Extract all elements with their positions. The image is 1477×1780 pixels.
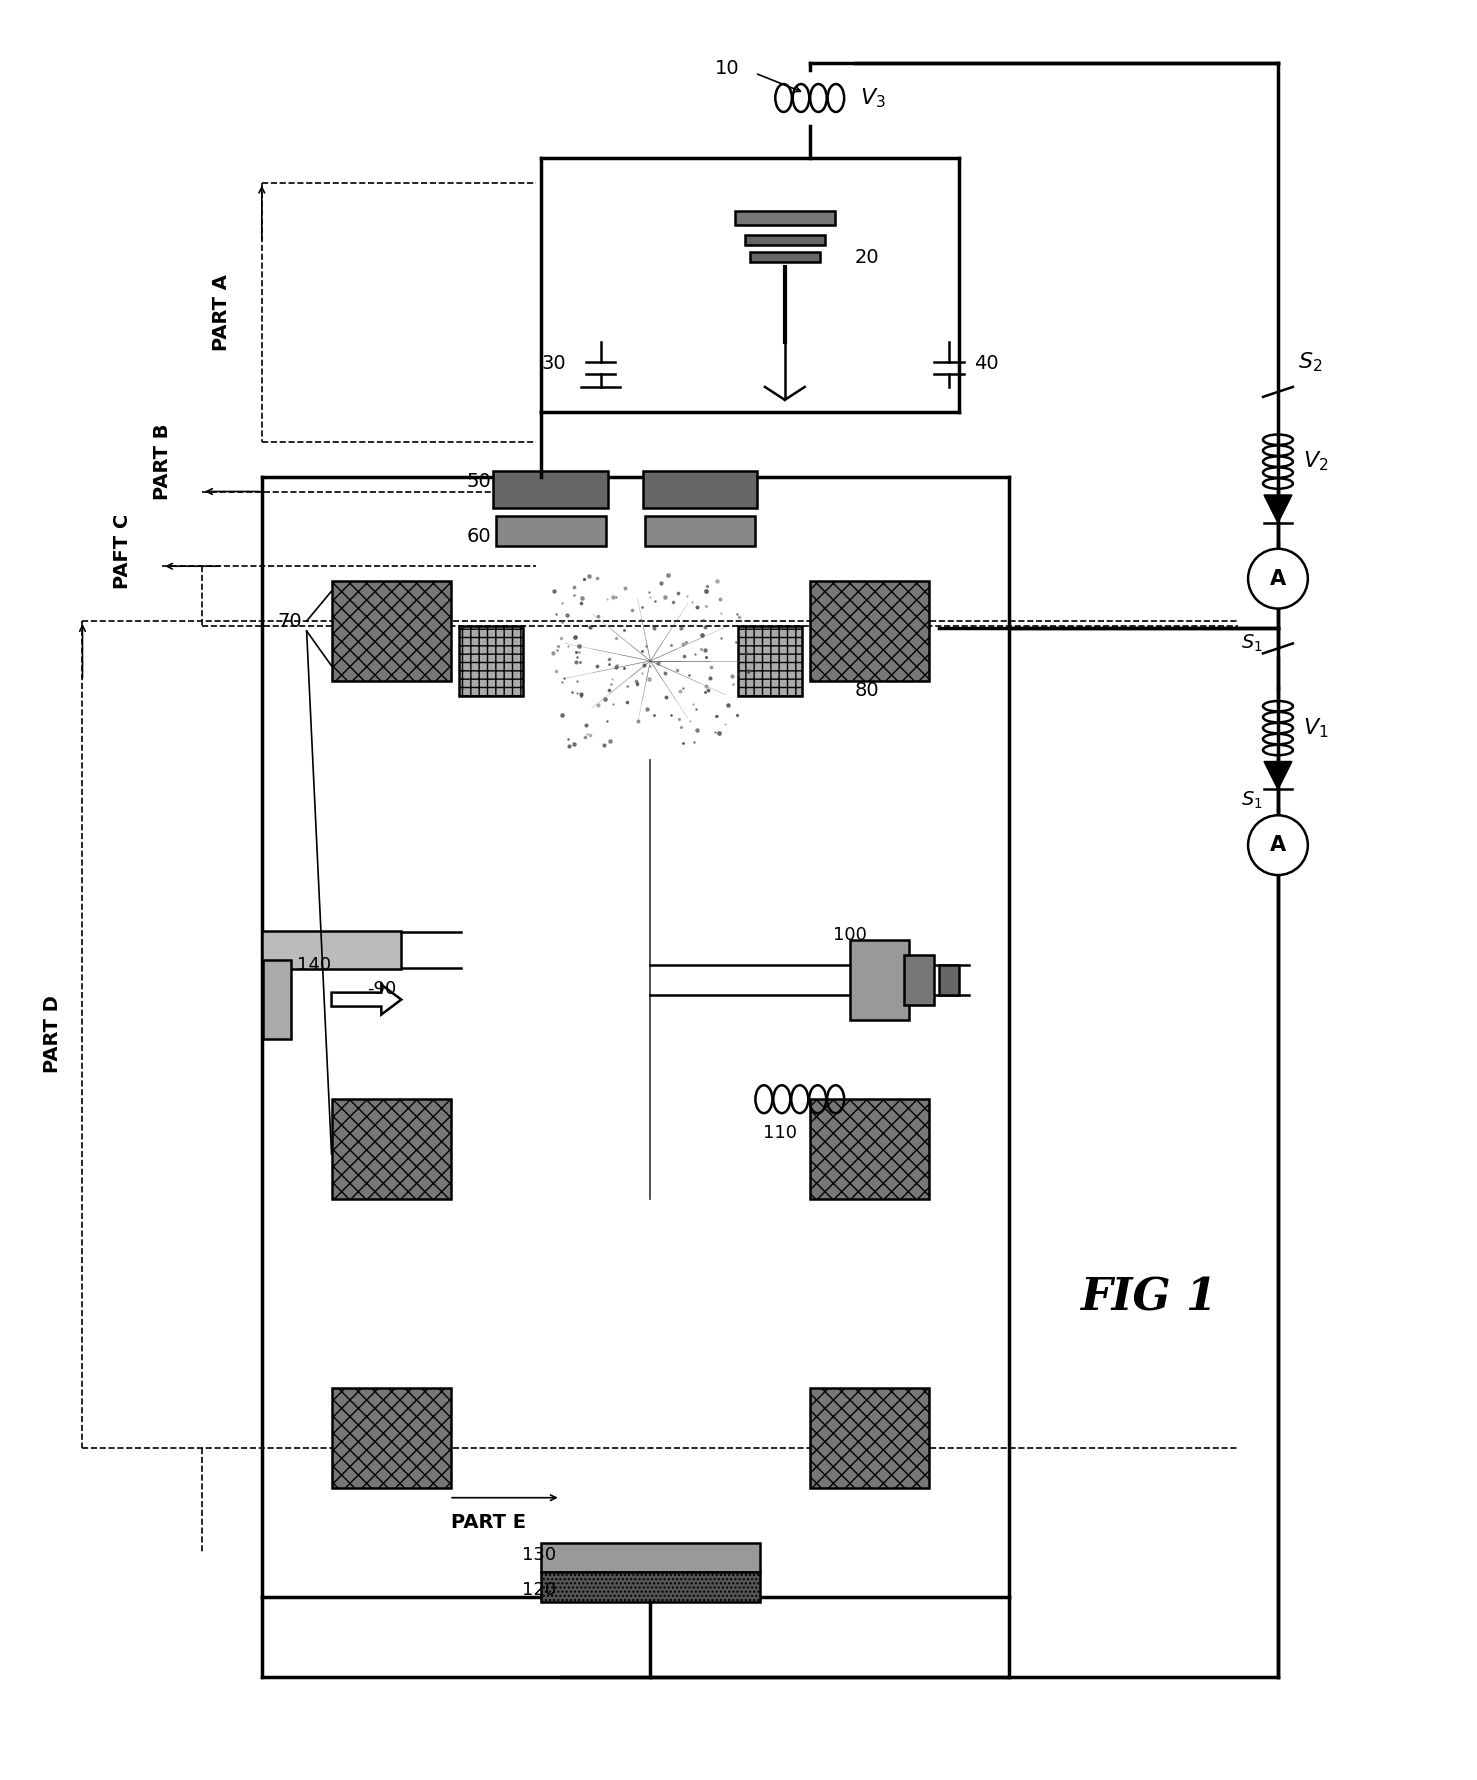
Text: 70: 70 — [278, 612, 301, 630]
Bar — [809, 1100, 929, 1200]
Bar — [849, 940, 910, 1020]
Text: 40: 40 — [975, 354, 998, 374]
Text: 60: 60 — [467, 527, 490, 546]
Bar — [263, 959, 291, 1040]
Bar — [331, 1388, 450, 1488]
Text: $S_2$: $S_2$ — [1298, 351, 1322, 374]
Bar — [331, 1100, 450, 1200]
Text: 10: 10 — [715, 59, 740, 78]
Bar — [809, 580, 929, 680]
Text: PART D: PART D — [43, 995, 62, 1073]
Circle shape — [1248, 815, 1307, 876]
Text: A: A — [1270, 568, 1286, 589]
Text: 100: 100 — [833, 926, 867, 943]
Bar — [541, 1543, 761, 1572]
Text: FIG 1: FIG 1 — [1080, 1276, 1217, 1321]
Bar — [645, 516, 755, 546]
Text: 130: 130 — [521, 1547, 555, 1565]
Text: PART A: PART A — [213, 274, 232, 351]
Bar — [496, 516, 606, 546]
Bar — [809, 1388, 929, 1488]
Text: PART E: PART E — [450, 1513, 526, 1531]
Text: 140: 140 — [297, 956, 331, 974]
Text: 20: 20 — [855, 247, 879, 267]
Bar — [904, 954, 935, 1004]
Text: 50: 50 — [467, 472, 490, 491]
Bar — [744, 235, 824, 246]
Bar — [331, 580, 450, 680]
Bar — [261, 931, 402, 968]
Text: 110: 110 — [762, 1125, 798, 1143]
Text: $S_1$: $S_1$ — [1241, 790, 1263, 812]
Polygon shape — [1264, 762, 1292, 789]
Bar — [493, 470, 609, 509]
Bar — [939, 965, 959, 995]
Bar — [736, 210, 835, 224]
Bar — [750, 253, 820, 262]
Text: PART B: PART B — [152, 424, 171, 500]
Text: 30: 30 — [541, 354, 566, 374]
Text: $S_1$: $S_1$ — [1241, 632, 1263, 653]
Bar — [642, 470, 758, 509]
Text: PAFT C: PAFT C — [112, 514, 131, 589]
Circle shape — [1248, 548, 1307, 609]
Text: $V_1$: $V_1$ — [1303, 716, 1328, 740]
Text: -90: -90 — [366, 979, 396, 997]
Text: $V_2$: $V_2$ — [1303, 450, 1328, 473]
Bar — [541, 1572, 761, 1602]
Text: A: A — [1270, 835, 1286, 854]
Polygon shape — [1264, 495, 1292, 523]
Bar — [737, 627, 802, 696]
Bar — [458, 627, 523, 696]
Text: 120: 120 — [521, 1581, 555, 1600]
Text: $V_3$: $V_3$ — [860, 85, 885, 110]
Text: 80: 80 — [855, 682, 879, 700]
